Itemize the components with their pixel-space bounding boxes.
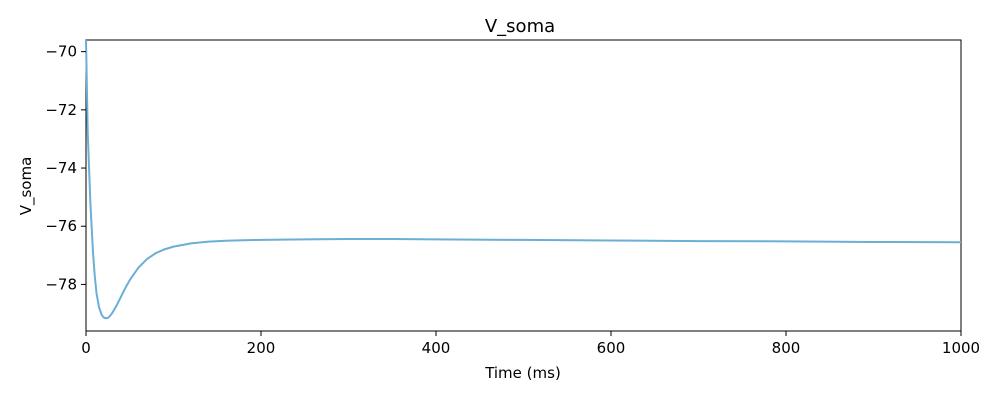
x-tick-label: 800 — [772, 339, 801, 357]
x-tick-label: 600 — [597, 339, 626, 357]
y-axis-label: V_soma — [17, 157, 36, 216]
x-axis-label: Time (ms) — [484, 364, 561, 382]
chart-title: V_soma — [485, 16, 555, 37]
plot-frame — [85, 39, 962, 332]
y-axis-ticks: −78 −76 −74 −72 −70 — [45, 43, 86, 293]
series-line-1 — [85, 39, 962, 320]
y-tick-label: −74 — [45, 159, 77, 177]
x-tick-label: 200 — [247, 339, 276, 357]
x-tick-label: 0 — [81, 339, 91, 357]
series-layer — [85, 39, 962, 320]
x-tick-label: 400 — [422, 339, 451, 357]
x-axis-ticks: 0 200 400 600 800 1000 — [81, 331, 980, 357]
x-tick-label: 1000 — [942, 339, 980, 357]
plot-area — [85, 39, 962, 332]
y-tick-label: −78 — [45, 275, 77, 293]
y-tick-label: −70 — [45, 43, 77, 61]
y-tick-label: −76 — [45, 217, 77, 235]
y-tick-label: −72 — [45, 101, 77, 119]
